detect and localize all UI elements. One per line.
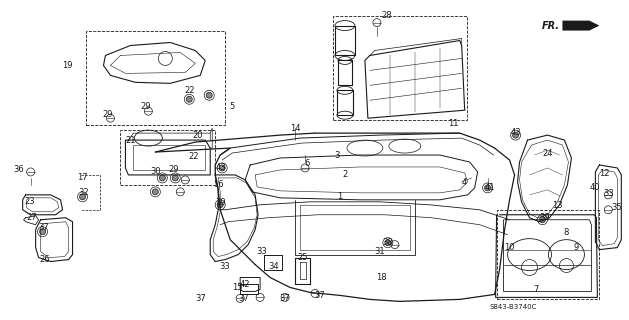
Ellipse shape [540,217,545,223]
Text: 22: 22 [184,86,194,95]
FancyArrow shape [562,20,599,31]
Ellipse shape [206,92,212,98]
Ellipse shape [172,175,178,181]
Text: 3: 3 [334,150,340,160]
Text: 8: 8 [564,228,569,237]
Text: 33: 33 [219,262,230,271]
Text: 43: 43 [510,128,521,137]
Ellipse shape [385,240,391,246]
Text: 39: 39 [539,213,550,222]
Ellipse shape [236,294,244,302]
Ellipse shape [176,188,184,196]
Text: FR.: FR. [542,20,559,31]
Text: 29: 29 [168,165,179,174]
Ellipse shape [391,241,399,249]
Text: 32: 32 [78,188,89,197]
Text: 24: 24 [542,148,553,157]
Text: 39: 39 [215,198,226,207]
Text: 42: 42 [240,280,250,289]
Bar [86,31,225,125]
Text: 36: 36 [13,165,24,174]
Text: 27: 27 [26,213,37,222]
Ellipse shape [311,289,319,297]
Bar [497,210,599,300]
Bar [120,130,215,185]
Text: 2: 2 [342,171,348,180]
Text: 17: 17 [77,173,88,182]
Text: 40: 40 [589,183,599,192]
Text: 16: 16 [213,180,223,189]
Ellipse shape [181,176,189,184]
Ellipse shape [513,132,518,138]
Text: 31: 31 [374,247,385,256]
Text: S843-B3740C: S843-B3740C [489,304,537,310]
Text: 1: 1 [337,192,343,201]
Text: 12: 12 [599,169,610,179]
Text: 41: 41 [484,183,495,192]
Ellipse shape [604,191,613,199]
Ellipse shape [186,96,192,102]
Text: 11: 11 [448,119,459,128]
Text: 29: 29 [140,102,150,111]
Text: 25: 25 [298,253,308,262]
Text: 28: 28 [382,11,392,20]
Ellipse shape [79,194,86,200]
Text: 29: 29 [102,110,113,119]
Text: 37: 37 [239,294,250,303]
Text: 19: 19 [62,61,73,70]
Ellipse shape [159,175,165,181]
Ellipse shape [152,189,159,195]
Ellipse shape [40,229,45,235]
Text: 22: 22 [188,151,199,161]
Text: 23: 23 [25,197,35,206]
Text: 38: 38 [382,238,393,247]
Text: 33: 33 [257,247,267,256]
Text: 37: 37 [195,294,206,303]
Text: 26: 26 [39,255,50,264]
Text: 6: 6 [304,159,309,169]
Ellipse shape [281,293,289,301]
Bar [333,16,467,120]
Ellipse shape [145,107,152,115]
Text: 15: 15 [232,283,242,292]
Text: 18: 18 [377,273,387,282]
Ellipse shape [220,165,225,171]
Text: 43: 43 [216,164,226,172]
Text: 33: 33 [603,189,614,198]
Ellipse shape [484,185,491,191]
Text: 30: 30 [150,167,160,176]
Text: 37: 37 [38,223,49,232]
Ellipse shape [256,293,264,301]
Ellipse shape [106,114,114,122]
Ellipse shape [301,164,309,172]
Ellipse shape [604,206,613,214]
Text: 14: 14 [290,124,300,132]
Text: 35: 35 [611,203,621,212]
Text: 34: 34 [269,262,279,271]
Text: 37: 37 [280,294,291,303]
Text: 4: 4 [462,179,467,188]
Text: 13: 13 [552,201,563,210]
Ellipse shape [217,202,223,208]
Text: 20: 20 [192,131,203,140]
Text: 37: 37 [314,291,325,300]
Text: 21: 21 [125,136,136,145]
Ellipse shape [373,19,381,27]
Text: 7: 7 [533,285,538,294]
Text: 10: 10 [504,243,515,252]
Ellipse shape [26,168,35,176]
Text: 5: 5 [230,102,235,111]
Text: 9: 9 [574,243,579,252]
